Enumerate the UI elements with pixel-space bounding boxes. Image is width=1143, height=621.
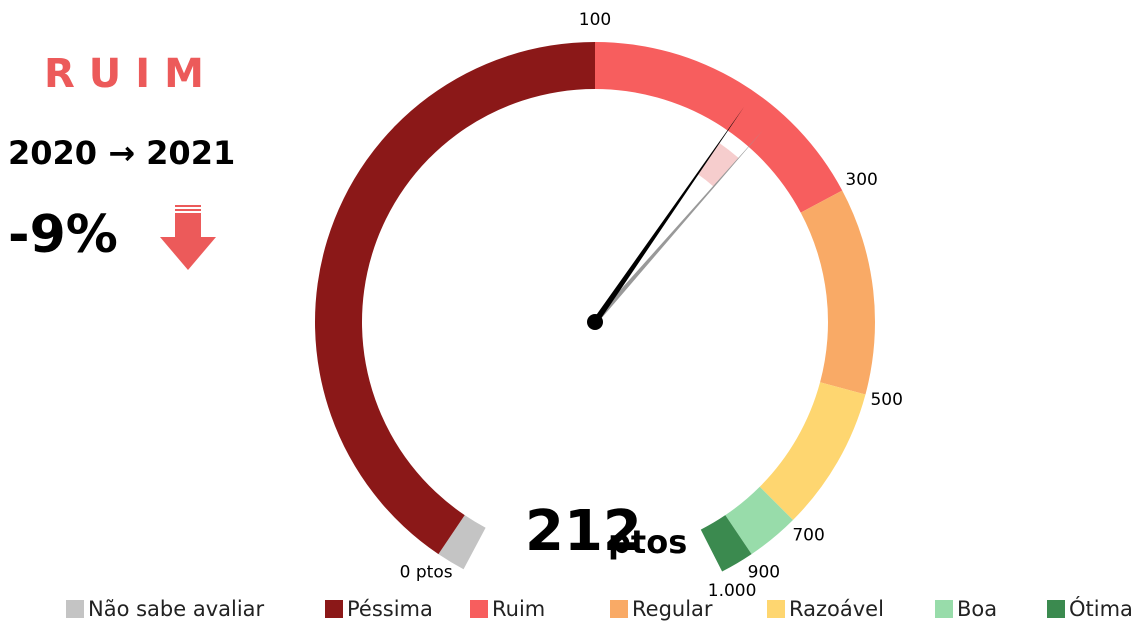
legend-swatch <box>935 600 953 618</box>
period: 2020 → 2021 <box>8 134 235 172</box>
previous-needle <box>593 130 764 324</box>
legend-swatch <box>767 600 785 618</box>
unit-label: ptos <box>608 523 687 561</box>
tick-label: 0 ptos <box>400 562 453 582</box>
value-label: 212 <box>525 499 642 564</box>
rating: RUIM <box>44 51 218 97</box>
legend-swatch <box>66 600 84 618</box>
tick-label: 1.000 <box>708 581 757 601</box>
legend-label: Não sabe avaliar <box>88 597 265 621</box>
legend-swatch <box>325 600 343 618</box>
legend-label: Péssima <box>347 597 433 621</box>
gauge-segment <box>700 515 752 572</box>
legend-label: Regular <box>632 597 713 621</box>
legend-label: Ótima <box>1069 596 1133 621</box>
legend-label: Ruim <box>492 597 545 621</box>
gauge-segment <box>315 42 595 555</box>
legend-swatch <box>1047 600 1065 618</box>
tick-label: 900 <box>748 562 780 582</box>
no-answer-segment <box>438 515 486 570</box>
down-arrow <box>160 205 216 270</box>
legend-swatch <box>610 600 628 618</box>
needle <box>592 106 745 324</box>
needle-hub <box>587 314 603 330</box>
gauge-segment <box>725 486 793 555</box>
legend-label: Boa <box>957 597 997 621</box>
legend-label: Razoável <box>789 597 884 621</box>
tick-label: 500 <box>870 390 902 410</box>
gauge-segment <box>800 190 876 395</box>
change-wedge <box>697 142 739 187</box>
gauge-segment <box>759 382 866 520</box>
gauge-segment <box>595 42 843 213</box>
tick-label: 300 <box>845 170 877 190</box>
change: -9% <box>8 205 118 265</box>
legend-swatch <box>470 600 488 618</box>
tick-label: 100 <box>579 10 611 30</box>
tick-label: 700 <box>792 526 824 546</box>
